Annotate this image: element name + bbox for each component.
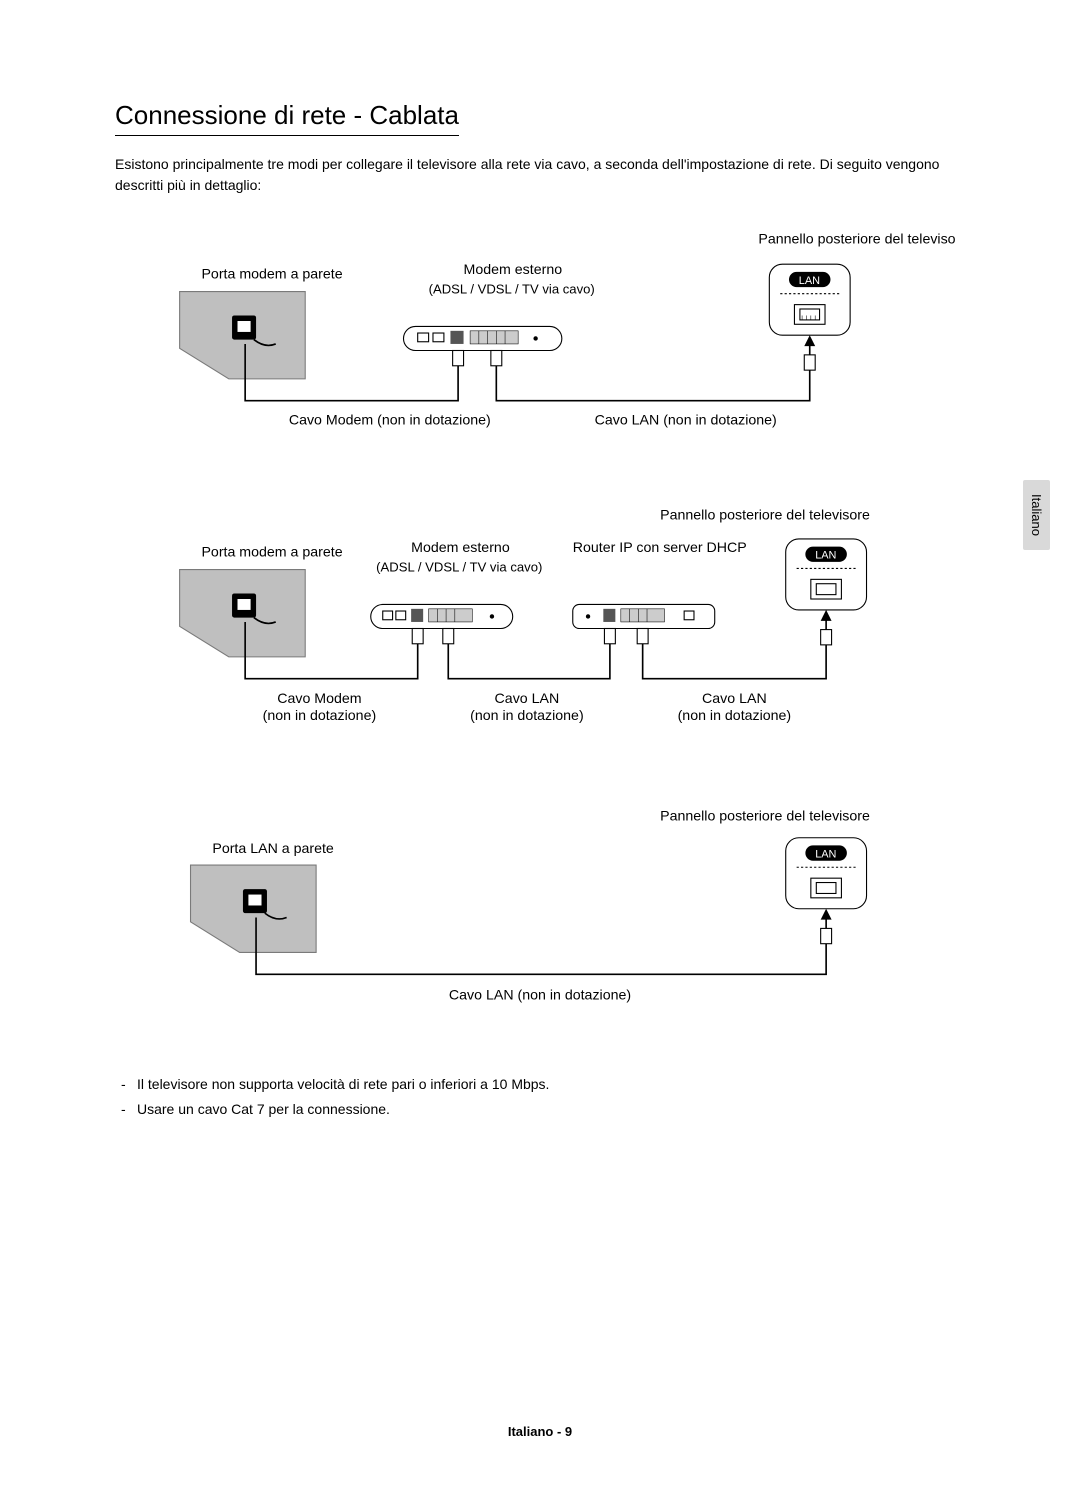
diagram-1: Pannello posteriore del televisore Porta… <box>125 226 955 444</box>
wall-plate-icon <box>180 570 306 657</box>
lan-panel-icon: LAN <box>786 837 867 908</box>
cable-lan-short: Cavo LAN <box>495 691 560 707</box>
wall-plate-icon <box>191 865 317 952</box>
language-tab: Italiano <box>1023 480 1050 550</box>
pannello-label: Pannello posteriore del televisore <box>758 231 955 247</box>
notes-list: Il televisore non supporta velocità di r… <box>115 1072 965 1122</box>
modem-label: Modem esterno <box>464 262 563 278</box>
wall-plate-icon <box>180 292 306 379</box>
diagram-3: Pannello posteriore del televisore Porta… <box>125 805 955 1013</box>
cable-lan-label: Cavo LAN (non in dotazione) <box>595 413 777 429</box>
wallport-label: Porta modem a parete <box>201 266 342 282</box>
cable-lan-short: Cavo LAN <box>702 691 767 707</box>
lan-badge: LAN <box>815 848 836 860</box>
not-supplied: (non in dotazione) <box>263 709 377 725</box>
router-icon <box>573 605 715 629</box>
modem-icon <box>371 605 513 629</box>
wallport-label: Porta modem a parete <box>201 545 342 561</box>
modem-sublabel: (ADSL / VDSL / TV via cavo) <box>376 560 542 575</box>
lan-panel-icon: LAN <box>786 539 867 610</box>
modem-sublabel: (ADSL / VDSL / TV via cavo) <box>429 282 595 297</box>
lan-badge: LAN <box>799 275 820 287</box>
page-footer: Italiano - 9 <box>0 1424 1080 1439</box>
wallport-lan-label: Porta LAN a parete <box>212 841 334 857</box>
cable-modem-short: Cavo Modem <box>277 691 361 707</box>
diagram-2: Pannello posteriore del televisore Porta… <box>125 504 955 744</box>
router-label: Router IP con server DHCP <box>573 540 747 556</box>
lan-panel-icon: LAN <box>769 264 850 335</box>
intro-text: Esistono principalmente tre modi per col… <box>115 154 965 196</box>
lan-badge: LAN <box>815 550 836 562</box>
page-title: Connessione di rete - Cablata <box>115 100 459 136</box>
pannello-label: Pannello posteriore del televisore <box>660 508 870 524</box>
not-supplied: (non in dotazione) <box>470 709 584 725</box>
cable-modem-label: Cavo Modem (non in dotazione) <box>289 413 491 429</box>
modem-icon <box>403 326 561 350</box>
note-item: Usare un cavo Cat 7 per la connessione. <box>115 1097 965 1122</box>
modem-label: Modem esterno <box>411 540 510 556</box>
not-supplied: (non in dotazione) <box>678 709 792 725</box>
pannello-label: Pannello posteriore del televisore <box>660 808 870 824</box>
cable-lan-label: Cavo LAN (non in dotazione) <box>449 987 631 1003</box>
note-item: Il televisore non supporta velocità di r… <box>115 1072 965 1097</box>
